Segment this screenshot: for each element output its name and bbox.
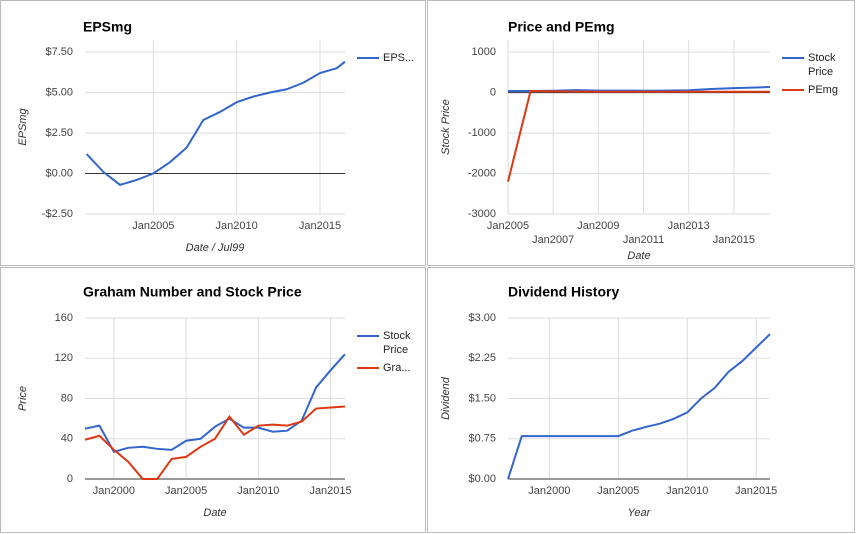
legend-item: PEmg — [808, 84, 838, 96]
chart-title: EPSmg — [83, 19, 132, 35]
y-tick-label: 1000 — [472, 46, 496, 58]
series-line — [84, 405, 346, 480]
y-tick-label: 40 — [61, 433, 73, 445]
legend-label: EPS... — [383, 52, 415, 64]
legend-label: Stock Price — [383, 330, 411, 356]
y-tick-label: $7.50 — [45, 46, 73, 58]
y-tick-label: $5.00 — [45, 86, 73, 98]
x-tick-label: Jan2005 — [597, 485, 639, 497]
x-tick-label: Jan2007 — [532, 234, 574, 246]
x-tick-label: Jan2000 — [93, 485, 135, 497]
legend-item: Gra... — [383, 362, 411, 374]
chart-title: Dividend History — [508, 284, 619, 300]
x-tick-label: Jan2015 — [735, 485, 777, 497]
y-tick-label: 0 — [490, 87, 496, 99]
y-tick-label: -$2.50 — [42, 208, 73, 220]
y-axis-title: Price — [17, 386, 29, 411]
x-axis-title: Date — [203, 507, 226, 519]
legend-item: Stock Price — [808, 52, 836, 78]
legend-item: EPS... — [383, 52, 415, 64]
x-axis-title: Date — [627, 250, 650, 262]
y-tick-label: -2000 — [468, 167, 496, 179]
y-tick-label: 160 — [55, 312, 73, 324]
panel — [0, 267, 426, 533]
legend-item: Stock Price — [383, 330, 411, 356]
y-tick-label: 80 — [61, 392, 73, 404]
y-axis-title: EPSmg — [17, 107, 29, 145]
chart-title: Price and PEmg — [508, 19, 615, 35]
y-tick-label: 0 — [67, 473, 73, 485]
x-tick-label: Jan2010 — [666, 485, 708, 497]
x-tick-label: Jan2010 — [216, 220, 258, 232]
y-tick-label: -1000 — [468, 127, 496, 139]
legend-label: PEmg — [808, 84, 838, 96]
x-axis-title: Year — [628, 507, 652, 519]
x-tick-label: Jan2015 — [309, 485, 351, 497]
x-tick-label: Jan2010 — [237, 485, 279, 497]
y-tick-label: $2.25 — [468, 352, 496, 364]
x-tick-label: Jan2013 — [668, 220, 710, 232]
y-tick-label: $0.00 — [468, 473, 496, 485]
series-line — [507, 333, 771, 480]
x-tick-label: Jan2015 — [299, 220, 341, 232]
x-tick-label: Jan2011 — [623, 234, 664, 246]
y-tick-label: $0.00 — [45, 167, 73, 179]
x-tick-label: Jan2009 — [577, 220, 619, 232]
legend-label: Gra... — [383, 362, 411, 374]
y-tick-label: -3000 — [468, 208, 496, 220]
x-axis-title: Date / Jul99 — [186, 242, 245, 254]
y-axis-title: Dividend — [440, 376, 452, 420]
y-tick-label: $1.50 — [468, 392, 496, 404]
legend-label: Stock Price — [808, 52, 836, 78]
x-tick-label: Jan2015 — [713, 234, 755, 246]
y-tick-label: $2.50 — [45, 127, 73, 139]
y-tick-label: $3.00 — [468, 312, 496, 324]
chart-title: Graham Number and Stock Price — [83, 284, 302, 300]
series-line — [507, 89, 770, 182]
x-tick-label: Jan2005 — [165, 485, 207, 497]
x-tick-label: Jan2005 — [132, 220, 174, 232]
series-line — [85, 60, 346, 186]
x-tick-label: Jan2005 — [487, 220, 529, 232]
x-tick-label: Jan2000 — [528, 485, 570, 497]
panel — [427, 267, 855, 533]
y-tick-label: 120 — [55, 352, 73, 364]
y-axis-title: Stock Price — [440, 99, 452, 155]
y-tick-label: $0.75 — [468, 433, 496, 445]
